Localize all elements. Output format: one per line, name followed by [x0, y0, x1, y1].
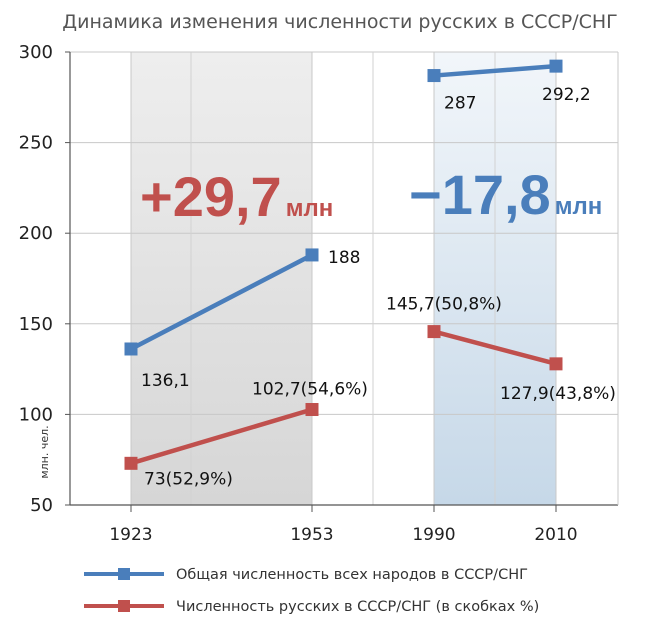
data-point-marker	[549, 357, 563, 371]
annotation-increase: +29,7 млн	[140, 165, 333, 228]
grid	[70, 51, 618, 506]
x-tick-label: 1923	[109, 525, 152, 545]
data-label: 145,7(50,8%)	[386, 295, 502, 315]
y-tick-label: 200	[19, 223, 53, 244]
series-line-segment	[431, 329, 559, 367]
data-label: 102,7(54,6%)	[252, 380, 368, 400]
series-line-segment	[128, 252, 315, 352]
legend-swatch-marker	[118, 600, 130, 612]
legend-entry-label: Общая численность всех народов в СССР/СН…	[176, 567, 528, 583]
annotation-decrease: −17,8 млн	[409, 163, 602, 226]
data-label: 136,1	[141, 371, 190, 391]
data-label: 287	[444, 94, 476, 114]
data-point-marker	[124, 342, 138, 356]
data-label: 73(52,9%)	[144, 469, 233, 489]
y-tick-label: 300	[19, 42, 53, 63]
period-band-1923-1953	[131, 52, 312, 505]
series-line-segment	[128, 407, 315, 466]
chart-title: Динамика изменения численности русских в…	[62, 11, 618, 33]
series-line-segment	[431, 63, 559, 78]
x-tick-label: 1990	[412, 525, 455, 545]
data-point-marker	[549, 59, 563, 73]
legend-swatch-marker	[118, 568, 130, 580]
data-point-marker	[305, 248, 319, 262]
data-point-marker	[427, 325, 441, 339]
x-axis-ticks: 1923 1953 1990 2010	[109, 505, 578, 545]
axes	[69, 52, 619, 506]
data-point-marker	[305, 403, 319, 417]
y-tick-label: 100	[19, 404, 53, 425]
legend: Общая численность всех народов в СССР/СН…	[84, 567, 539, 615]
series	[124, 59, 563, 470]
legend-entry-label: Численность русских в СССР/СНГ (в скобка…	[176, 599, 539, 615]
data-label: 188	[328, 248, 360, 268]
data-point-marker	[427, 69, 441, 83]
x-tick-label: 2010	[534, 525, 577, 545]
y-tick-label: 150	[19, 314, 53, 335]
data-label: 127,9(43,8%)	[500, 384, 616, 404]
y-axis-label: млн. чел.	[38, 425, 51, 478]
y-axis-ticks: 50 100 150 200 250 300	[19, 42, 70, 516]
y-tick-label: 50	[30, 495, 53, 516]
data-labels: 136,1 188 287 292,2 73(52,9%) 102,7(54,6%) 145…	[141, 85, 616, 489]
x-tick-label: 1953	[290, 525, 333, 545]
data-point-marker	[124, 456, 138, 470]
y-tick-label: 250	[19, 133, 53, 154]
data-label: 292,2	[542, 85, 591, 105]
